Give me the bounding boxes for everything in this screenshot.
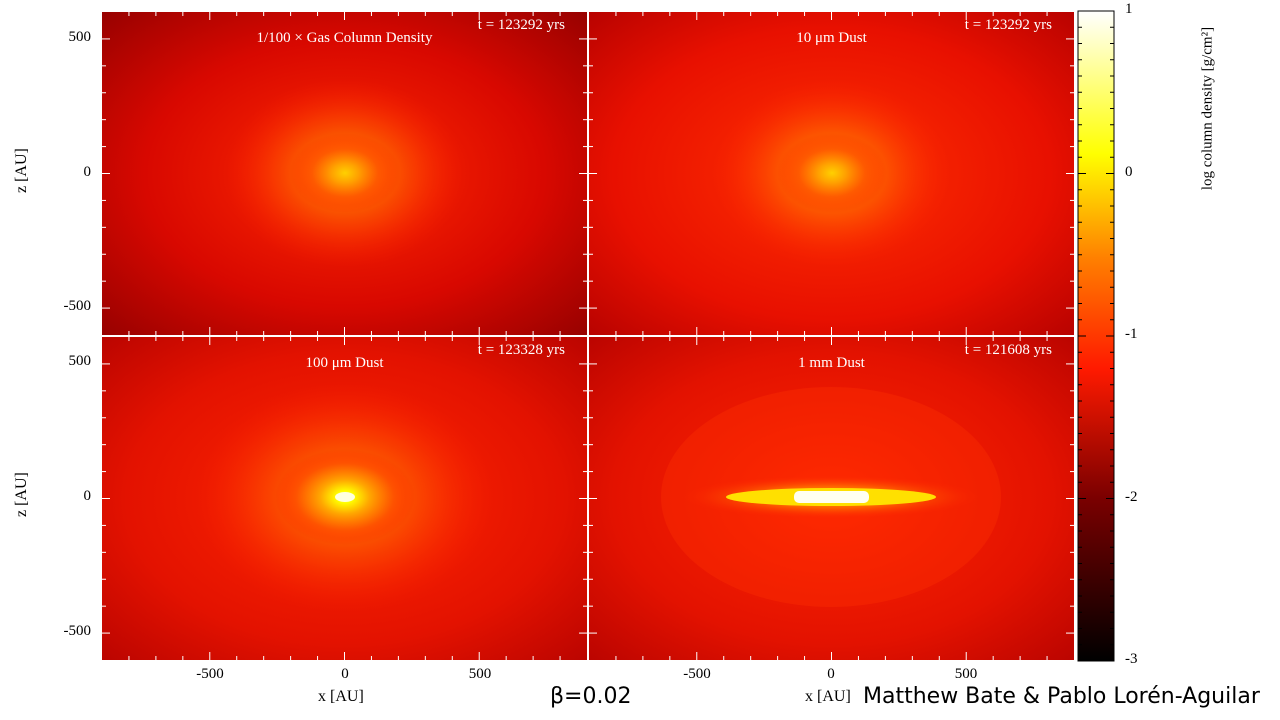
x-tick-label: -500	[196, 666, 224, 682]
x-tick-label: 0	[341, 666, 349, 682]
panel-title: 10 μm Dust	[796, 30, 867, 46]
panel-divider-horizontal	[102, 335, 1074, 337]
author-credit: Matthew Bate & Pablo Lorén-Aguilar	[863, 684, 1260, 709]
colorbar-label: log column density [g/cm²]	[1199, 26, 1216, 191]
colorbar-tick-label: 0	[1125, 164, 1133, 180]
panel-gas-column-density: 1/100 × Gas Column Density t = 123292 yr…	[102, 12, 587, 335]
panel-time: t = 123292 yrs	[964, 17, 1052, 33]
panel-10um-dust: 10 μm Dust t = 123292 yrs	[589, 12, 1074, 335]
panel-time: t = 123328 yrs	[477, 342, 565, 358]
colorbar-tick-label: -3	[1125, 651, 1138, 667]
colorbar-tick-label: 1	[1125, 1, 1133, 17]
panel-title: 1/100 × Gas Column Density	[256, 30, 433, 46]
x-tick-label: 0	[827, 666, 835, 682]
panel-title: 1 mm Dust	[798, 355, 865, 371]
density-map	[102, 337, 587, 660]
density-map	[102, 12, 587, 335]
panel-100um-dust: 100 μm Dust t = 123328 yrs	[102, 337, 587, 660]
x-tick-label: -500	[683, 666, 711, 682]
beta-label: β=0.02	[550, 684, 632, 709]
panel-time: t = 121608 yrs	[964, 342, 1052, 358]
density-map	[589, 12, 1074, 335]
colorbar	[1077, 10, 1115, 662]
panel-title: 100 μm Dust	[305, 355, 384, 371]
panel-time: t = 123292 yrs	[477, 17, 565, 33]
y-axis-label: z [AU]	[13, 472, 30, 517]
y-tick-label: 0	[83, 164, 92, 180]
x-tick-label: 500	[954, 666, 978, 682]
density-map	[589, 337, 1074, 660]
y-tick-label: 500	[68, 353, 92, 369]
y-tick-label: -500	[63, 623, 92, 639]
y-tick-label: 500	[68, 29, 92, 45]
colorbar-tick-label: -1	[1125, 326, 1138, 342]
colorbar-tick-label: -2	[1125, 489, 1138, 505]
x-axis-label: x [AU]	[318, 688, 364, 705]
panel-1mm-dust: 1 mm Dust t = 121608 yrs	[589, 337, 1074, 660]
y-tick-label: 0	[83, 488, 92, 504]
x-axis-label: x [AU]	[805, 688, 851, 705]
x-tick-label: 500	[468, 666, 492, 682]
y-axis-label: z [AU]	[13, 148, 30, 193]
y-tick-label: -500	[63, 298, 92, 314]
